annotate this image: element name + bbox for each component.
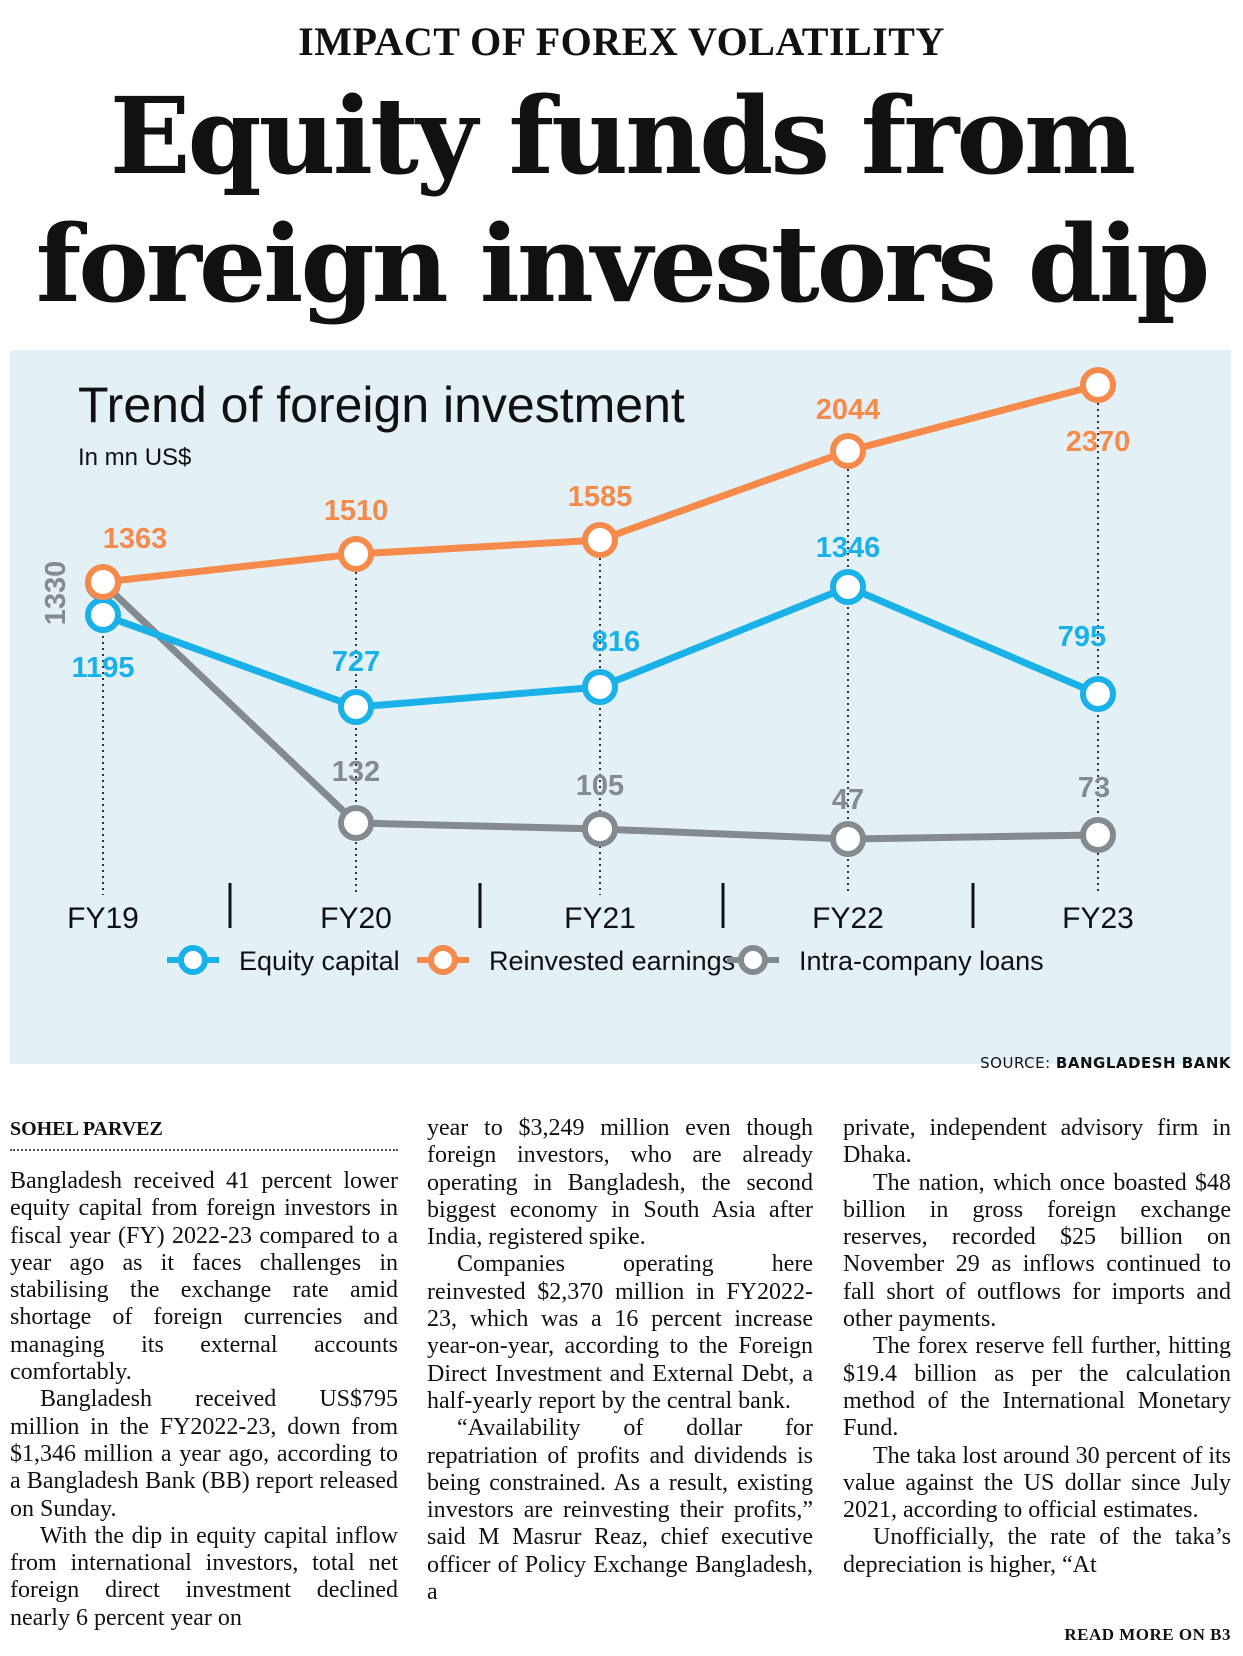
legend-swatch-marker [178, 945, 208, 975]
data-point [830, 433, 866, 469]
chart-x-axis: FY19 FY20 FY21 FY22 FY23 [67, 883, 1134, 935]
source-label: SOURCE: [980, 1054, 1051, 1072]
data-label: 795 [1058, 621, 1106, 653]
data-point [582, 811, 618, 847]
data-point [582, 669, 618, 705]
data-label: 73 [1078, 772, 1110, 804]
byline: SOHEL PARVEZ [10, 1118, 398, 1151]
data-point [582, 522, 618, 558]
x-tick-label: FY19 [67, 902, 139, 935]
article-paragraph: With the dip in equity capital inflow fr… [10, 1522, 398, 1631]
legend-item: Equity capital [167, 945, 400, 976]
x-tick-label: FY22 [812, 902, 884, 935]
data-point [830, 821, 866, 857]
data-label: 1585 [568, 481, 633, 513]
article-paragraph: private, independent advisory firm in Dh… [843, 1115, 1231, 1169]
legend-label: Equity capital [239, 946, 400, 976]
source-name: BANGLADESH BANK [1055, 1054, 1231, 1072]
article-column-1: Bangladesh received 41 percent lower equ… [10, 1168, 398, 1632]
article-paragraph: The forex reserve fell further, hitting … [843, 1333, 1231, 1442]
chart-panel: Trend of foreign investment In mn US$ 11… [10, 350, 1231, 1064]
article-paragraph: Bangladesh received 41 percent lower equ… [10, 1168, 398, 1386]
legend-label: Intra-company loans [799, 946, 1044, 976]
data-point [830, 569, 866, 605]
data-label: 816 [592, 626, 640, 658]
data-label: 1363 [103, 523, 168, 555]
data-point [1080, 367, 1116, 403]
data-label: 105 [576, 770, 624, 802]
source-line: SOURCE: BANGLADESH BANK [10, 1048, 1231, 1078]
article-paragraph: Companies operating here reinvested $2,3… [427, 1251, 813, 1414]
chart-subtitle: In mn US$ [78, 444, 191, 471]
chart-title: Trend of foreign investment [78, 377, 685, 433]
legend-swatch-marker [738, 945, 768, 975]
line-chart: Trend of foreign investment In mn US$ 11… [40, 367, 1134, 976]
data-point [85, 597, 121, 633]
legend-swatch-marker [428, 945, 458, 975]
x-tick-label: FY21 [564, 902, 636, 935]
headline: Equity funds from foreign investors dip [0, 72, 1243, 328]
data-label: 1195 [72, 652, 135, 684]
chart-legend: Equity capital Reinvested earnings Intra-c… [167, 945, 1044, 976]
legend-item: Intra-company loans [727, 945, 1044, 976]
article-paragraph: “Availability of dollar for repatriation… [427, 1415, 813, 1606]
data-label: 132 [332, 756, 380, 788]
data-label: 1330 [40, 561, 72, 626]
data-point [1080, 676, 1116, 712]
data-point [338, 689, 374, 725]
legend-item: Reinvested earnings [417, 945, 735, 976]
source-credit: SOURCE: BANGLADESH BANK [980, 1054, 1231, 1072]
data-point [1080, 817, 1116, 853]
data-label: 2370 [1066, 426, 1131, 458]
data-label: 2044 [816, 394, 881, 426]
headline-line-1: Equity funds from [109, 73, 1136, 198]
kicker: IMPACT OF FOREX VOLATILITY [298, 19, 945, 64]
read-more-link[interactable]: READ MORE ON B3 [1064, 1625, 1231, 1644]
article-paragraph: The taka lost around 30 percent of its v… [843, 1442, 1231, 1524]
headline-line-2: foreign investors dip [35, 201, 1211, 326]
legend-label: Reinvested earnings [489, 946, 735, 976]
data-label: 727 [332, 646, 380, 678]
data-point [338, 536, 374, 572]
x-tick-label: FY23 [1062, 902, 1134, 935]
chart-data-labels: 1195 727 816 1346 795 1363 1510 1585 2044 2370 133… [40, 394, 1130, 816]
article-paragraph: The nation, which once boasted $48 billi… [843, 1169, 1231, 1333]
data-label: 1346 [816, 532, 881, 564]
article-paragraph: Unofficially, the rate of the taka’s dep… [843, 1524, 1231, 1578]
data-point [85, 564, 121, 600]
article-column-3: private, independent advisory firm in Dh… [843, 1115, 1231, 1579]
article-paragraph: Bangladesh received US$795 million in th… [10, 1386, 398, 1522]
chart-points [85, 367, 1116, 857]
data-label: 47 [832, 784, 864, 816]
article-column-2: year to $3,249 million even though forei… [427, 1115, 813, 1606]
article-paragraph: year to $3,249 million even though forei… [427, 1115, 813, 1251]
data-point [338, 805, 374, 841]
data-label: 1510 [324, 495, 389, 527]
x-tick-label: FY20 [320, 902, 392, 935]
